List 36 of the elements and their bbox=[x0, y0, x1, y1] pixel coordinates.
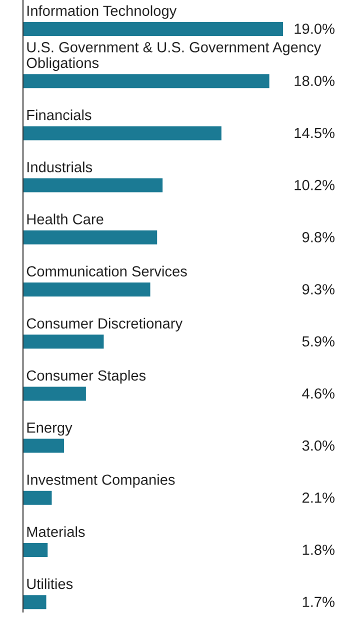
data-label: 18.0% bbox=[294, 76, 334, 86]
data-label: 1.7% bbox=[302, 596, 334, 607]
data-label: 9.3% bbox=[302, 284, 334, 294]
bar bbox=[23, 74, 270, 88]
bar bbox=[23, 126, 222, 140]
bar bbox=[23, 230, 158, 244]
y-tick-label: Communication Services bbox=[26, 266, 187, 276]
y-tick-label: Information Technology bbox=[27, 5, 177, 19]
y-tick-label: Utilities bbox=[27, 578, 73, 590]
y-tick-label: Health Care bbox=[27, 214, 104, 224]
y-tick-label: Consumer Staples bbox=[26, 370, 146, 384]
data-label: 4.6% bbox=[302, 388, 334, 399]
data-label: 10.2% bbox=[294, 180, 334, 190]
bar bbox=[23, 282, 150, 296]
bar bbox=[23, 22, 283, 36]
bar bbox=[23, 543, 48, 557]
bar bbox=[23, 386, 86, 401]
data-label: 19.0% bbox=[294, 24, 334, 34]
y-tick-label: Financials bbox=[27, 109, 92, 120]
y-tick-label: Industrials bbox=[27, 162, 92, 172]
data-label: 9.8% bbox=[302, 232, 334, 242]
bar bbox=[23, 490, 52, 505]
y-tick-label: Consumer Discretionary bbox=[26, 318, 183, 332]
bar bbox=[23, 438, 64, 453]
data-label: 2.1% bbox=[302, 492, 334, 503]
y-tick-label: Materials bbox=[27, 526, 85, 537]
bar bbox=[23, 595, 46, 610]
bar bbox=[23, 334, 104, 349]
data-label: 14.5% bbox=[294, 128, 334, 138]
y-tick-label: U.S. Government & U.S. Government Agency Obligations bbox=[26, 42, 322, 71]
y-tick-label: Investment Companies bbox=[27, 474, 175, 488]
data-label: 5.9% bbox=[302, 336, 334, 347]
data-label: 1.8% bbox=[302, 544, 334, 555]
bar bbox=[23, 178, 163, 192]
y-tick-label: Energy bbox=[27, 422, 72, 436]
data-label: 3.0% bbox=[302, 440, 334, 451]
